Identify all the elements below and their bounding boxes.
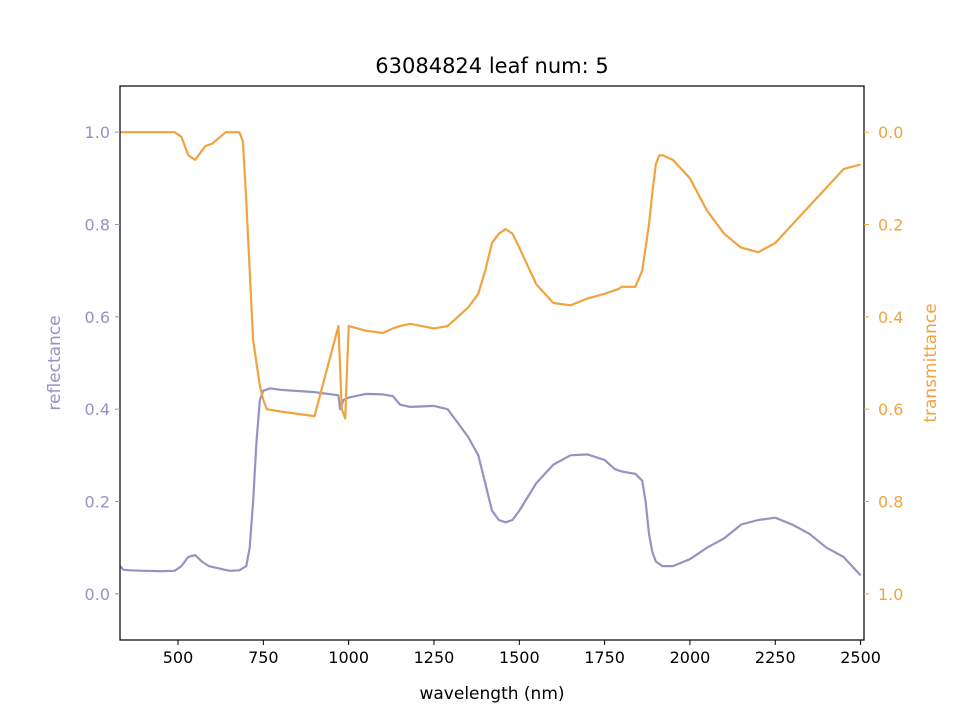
x-tick-label: 1500 — [499, 648, 540, 667]
chart-title: 63084824 leaf num: 5 — [375, 54, 608, 78]
x-tick-label: 2000 — [670, 648, 711, 667]
y-tick-label: 0.8 — [85, 216, 110, 235]
y2-tick-label: 0.0 — [878, 123, 903, 142]
x-tick-label: 1000 — [328, 648, 369, 667]
plot-frame — [119, 85, 865, 641]
y2-tick-label: 0.8 — [878, 493, 903, 512]
y-tick-label: 1.0 — [85, 123, 110, 142]
y-axis-label: reflectance — [45, 315, 65, 410]
y2-axis-label: transmittance — [921, 303, 941, 422]
y-tick-label: 0.0 — [85, 585, 110, 604]
x-tick-label: 1250 — [414, 648, 455, 667]
x-tick-label: 500 — [163, 648, 194, 667]
axes: 500 750 1000 1250 1500 1750 2000 2250 2500 0.0 0.2… — [85, 85, 903, 667]
x-tick-label: 750 — [248, 648, 279, 667]
y-tick-label: 0.4 — [85, 400, 110, 419]
x-axis-label: wavelength (nm) — [419, 684, 564, 704]
y2-tick-label: 0.2 — [878, 216, 903, 235]
x-tick-label: 1750 — [584, 648, 625, 667]
x-tick-label: 2500 — [840, 648, 881, 667]
y2-tick-label: 1.0 — [878, 585, 903, 604]
y2-tick-label: 0.4 — [878, 308, 903, 327]
series-line-transmittance — [120, 131, 861, 420]
y-tick-label: 0.6 — [85, 308, 110, 327]
y-tick-label: 0.2 — [85, 493, 110, 512]
x-tick-label: 2250 — [755, 648, 796, 667]
plot-area — [119, 131, 862, 577]
y2-tick-label: 0.6 — [878, 400, 903, 419]
series-line-reflectance — [119, 387, 862, 577]
